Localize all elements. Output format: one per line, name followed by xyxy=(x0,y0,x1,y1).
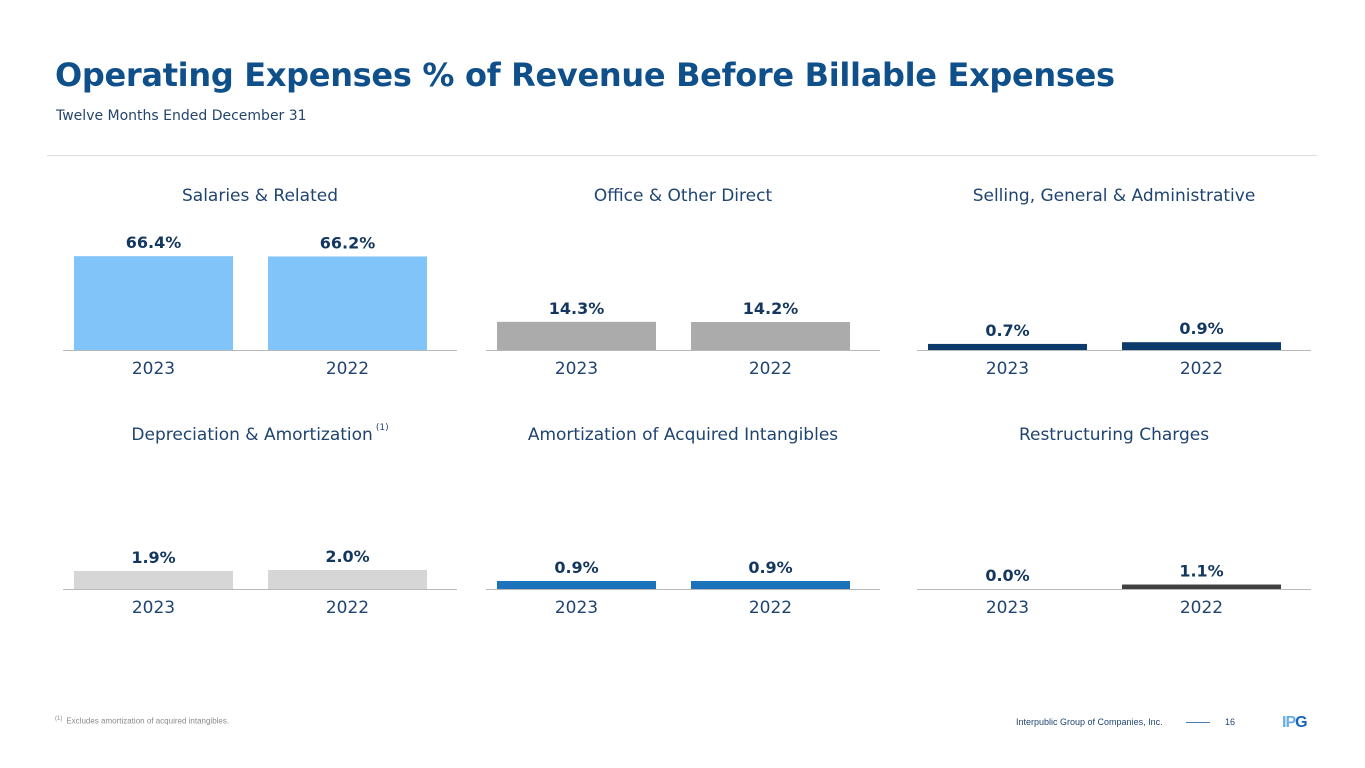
chart-title-text: Selling, General & Administrative xyxy=(972,186,1256,206)
x-tick-label: 2022 xyxy=(326,598,369,618)
chart-title: Salaries & Related xyxy=(63,186,457,206)
bar-2023 xyxy=(497,321,656,350)
data-label: 14.3% xyxy=(549,299,605,318)
chart-plot: 1.9% 2023 2.0% 2022 xyxy=(63,547,457,618)
page-title: Operating Expenses % of Revenue Before B… xyxy=(55,56,1115,94)
chart-plot: 0.9% 2023 0.9% 2022 xyxy=(486,558,880,618)
chart-selling-general-administrative: Selling, General & Administrative 0.7% 20… xyxy=(917,186,1311,386)
x-tick-label: 2022 xyxy=(1180,598,1223,618)
bar-2023 xyxy=(74,570,233,589)
x-tick-label: 2022 xyxy=(749,598,792,618)
bar-2022 xyxy=(268,570,427,589)
footnote: (1) Excludes amortization of acquired int… xyxy=(55,716,229,726)
footnote-text: Excludes amortization of acquired intang… xyxy=(66,716,230,726)
x-tick-label: 2022 xyxy=(749,359,792,379)
x-tick-label: 2022 xyxy=(1180,359,1223,379)
chart-title-text: Office & Other Direct xyxy=(593,186,773,206)
data-label: 0.9% xyxy=(1179,319,1223,338)
x-tick-label: 2023 xyxy=(986,598,1029,618)
data-label: 66.2% xyxy=(320,233,376,252)
ipg-logo-icon: IPG xyxy=(1282,714,1308,732)
company-name: Interpublic Group of Companies, Inc. xyxy=(1016,717,1163,727)
chart-plot: 0.0% 2023 1.1% 2022 xyxy=(917,562,1311,618)
page-number: 16 xyxy=(1225,717,1236,727)
chart-title: Office & Other Direct xyxy=(486,186,880,206)
chart-plot: 0.7% 2023 0.9% 2022 xyxy=(917,319,1311,379)
chart-title-text: Depreciation & Amortization xyxy=(131,425,373,445)
chart-title-text: Amortization of Acquired Intangibles xyxy=(527,425,839,445)
bar-2022 xyxy=(1122,584,1281,589)
footnote-marker: (1) xyxy=(375,423,389,433)
data-label: 1.9% xyxy=(131,548,175,567)
chart-plot: 66.4% 2023 66.2% 2022 xyxy=(63,233,457,379)
chart-depreciation-amortization: Depreciation & Amortization (1) 1.9% 2023 2… xyxy=(63,423,457,625)
footer-divider xyxy=(1186,722,1210,723)
chart-salaries-related: Salaries & Related 66.4% 2023 66.2% 2022 xyxy=(63,186,457,386)
chart-title: Amortization of Acquired Intangibles xyxy=(486,425,880,445)
x-tick-label: 2022 xyxy=(326,359,369,379)
data-label: 0.0% xyxy=(985,566,1029,585)
chart-amortization-acquired-intangibles: Amortization of Acquired Intangibles 0.9… xyxy=(486,425,880,625)
chart-title: Restructuring Charges xyxy=(917,425,1311,445)
bar-2022 xyxy=(691,580,850,589)
chart-title: Selling, General & Administrative xyxy=(917,186,1311,206)
bar-2022 xyxy=(1122,342,1281,350)
bar-2023 xyxy=(497,580,656,589)
page-subtitle: Twelve Months Ended December 31 xyxy=(56,108,307,124)
chart-plot: 14.3% 2023 14.2% 2022 xyxy=(486,299,880,379)
header-divider xyxy=(47,155,1317,156)
x-tick-label: 2023 xyxy=(132,359,175,379)
logo-text-right: G xyxy=(1295,714,1307,731)
data-label: 2.0% xyxy=(325,547,369,566)
bar-2023 xyxy=(74,256,233,350)
bar-2022 xyxy=(691,322,850,350)
chart-title: Depreciation & Amortization (1) xyxy=(63,423,457,445)
data-label: 66.4% xyxy=(126,233,182,252)
data-label: 0.7% xyxy=(985,321,1029,340)
chart-office-other-direct: Office & Other Direct 14.3% 2023 14.2% 2022 xyxy=(486,186,880,386)
bar-2023 xyxy=(928,343,1087,350)
chart-title-text: Salaries & Related xyxy=(181,186,338,206)
x-tick-label: 2023 xyxy=(555,598,598,618)
chart-title-text: Restructuring Charges xyxy=(1018,425,1210,445)
x-tick-label: 2023 xyxy=(555,359,598,379)
data-label: 0.9% xyxy=(554,558,598,577)
data-label: 14.2% xyxy=(743,299,799,318)
bar-2022 xyxy=(268,256,427,350)
x-tick-label: 2023 xyxy=(132,598,175,618)
data-label: 1.1% xyxy=(1179,562,1223,581)
data-label: 0.9% xyxy=(748,558,792,577)
chart-restructuring-charges: Restructuring Charges 0.0% 2023 1.1% 2022 xyxy=(917,425,1311,625)
footnote-marker: (1) xyxy=(55,716,63,722)
x-tick-label: 2023 xyxy=(986,359,1029,379)
logo-text-left: IP xyxy=(1282,714,1296,731)
